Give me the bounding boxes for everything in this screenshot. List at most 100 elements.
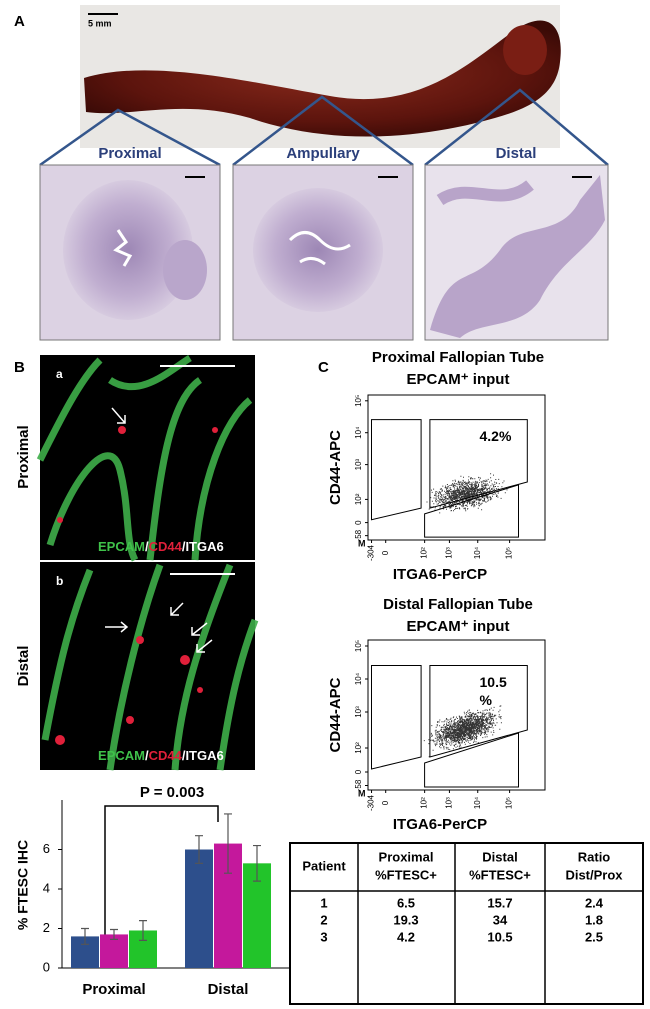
y-tick-label: 2: [43, 920, 50, 935]
plot-title: Proximal Fallopian Tube: [372, 349, 544, 366]
y-axis-label: % FTESC IHC: [15, 840, 31, 930]
plot-title: Distal Fallopian Tube: [383, 596, 533, 613]
bar-chart: P = 0.003 % FTESC IHC 0 2 4 6 Proximal Distal: [15, 784, 290, 998]
histology-images: [39, 164, 609, 341]
y-tick-label: 10³: [354, 458, 363, 470]
y-tick-label: 0: [354, 520, 363, 525]
x-tick-label: 10⁴: [473, 546, 482, 559]
header-cell: Ratio: [578, 849, 611, 864]
x-tick-label: 10³: [445, 547, 454, 559]
panel-label: A: [14, 13, 25, 30]
fluorescence-images: [36, 354, 259, 771]
y-tick-label: 6: [43, 841, 50, 856]
table-cell: 3: [320, 929, 327, 944]
x-tick-label: 10³: [445, 797, 454, 809]
x-tick-label: -304: [367, 544, 376, 561]
error-bar: [253, 844, 261, 882]
stain-part: /: [145, 539, 149, 554]
bar: [185, 849, 213, 968]
y-tick-label: 10³: [354, 706, 363, 718]
stain-part: /: [145, 748, 149, 763]
table-cell: 15.7: [487, 895, 512, 910]
y-tick-label: 10²: [354, 493, 363, 505]
x-tick-label: 10⁵: [505, 547, 514, 559]
error-bar: [81, 927, 89, 945]
error-bar: [139, 920, 147, 941]
header-cell: %FTESC+: [469, 867, 531, 882]
table-cell: 1.8: [585, 912, 603, 927]
header-cell: Dist/Prox: [565, 867, 623, 882]
error-bar: [110, 928, 118, 940]
gate: [371, 419, 422, 521]
table-cell: 10.5: [487, 929, 512, 944]
y-tick-label: 10⁵: [354, 395, 363, 407]
table-cell: 1: [320, 895, 327, 910]
y-tick-label: -58: [354, 779, 363, 791]
error-bar: [195, 835, 203, 864]
stain-label: EPCAM/CD44/ITGA6: [98, 748, 224, 763]
table-cell: 34: [493, 912, 508, 927]
x-tick-label: 0: [381, 800, 390, 805]
stain-label: EPCAM/CD44/ITGA6: [98, 539, 224, 554]
table-cell: 2.4: [585, 895, 604, 910]
header-cell: Proximal: [379, 849, 434, 864]
corner-label: M: [358, 538, 366, 548]
gate: [371, 665, 422, 770]
gate: [424, 732, 519, 788]
header-cell: %FTESC+: [375, 867, 437, 882]
x-axis-label: ITGA6-PerCP: [393, 566, 487, 583]
panel-label: B: [14, 359, 25, 376]
panel-label: C: [318, 359, 329, 376]
y-tick-label: 4: [43, 880, 50, 895]
stain-part: /ITGA6: [182, 539, 224, 554]
stain-part: EPCAM: [98, 748, 145, 763]
y-tick-label: 10⁵: [354, 640, 363, 652]
image-letter: b: [56, 574, 63, 588]
row-label: Proximal: [15, 425, 32, 488]
bar: [100, 934, 128, 968]
section-label: Proximal: [98, 145, 161, 162]
x-tick-label: 10²: [420, 797, 429, 809]
stain-part: CD44: [149, 539, 183, 554]
gate: [429, 419, 528, 509]
header-cell: Patient: [302, 858, 346, 873]
significance-bracket: [104, 805, 219, 935]
table-cell: 6.5: [397, 895, 415, 910]
table-cell: 4.2: [397, 929, 415, 944]
gate: [424, 484, 519, 538]
y-tick-label: 10⁴: [354, 672, 363, 685]
stain-part: EPCAM: [98, 539, 145, 554]
y-tick-label: -58: [354, 529, 363, 541]
gate: [429, 665, 528, 758]
x-tick-label: -304: [367, 794, 376, 811]
error-bar: [224, 813, 232, 874]
header-cell: Distal: [482, 849, 517, 864]
y-tick-label: 10⁴: [354, 426, 363, 439]
stain-part: CD44: [149, 748, 183, 763]
table-cell: 2.5: [585, 929, 603, 944]
y-tick-label: 0: [354, 769, 363, 774]
event-density: [423, 705, 502, 758]
gate-label: 10.5: [480, 674, 507, 690]
section-label: Distal: [496, 145, 537, 162]
plot-title: EPCAM⁺ input: [407, 371, 510, 388]
x-tick-label: 0: [381, 550, 390, 555]
y-tick-label: 0: [43, 959, 50, 974]
x-axis-label: ITGA6-PerCP: [393, 816, 487, 833]
gate-label: %: [480, 692, 493, 708]
x-tick-label: 10⁴: [473, 796, 482, 809]
zoom-lines: [39, 88, 609, 167]
gate-label: 4.2%: [480, 428, 512, 444]
x-tick-label: 10²: [420, 547, 429, 559]
y-axis-label: CD44-APC: [327, 430, 344, 505]
row-label: Distal: [15, 646, 32, 687]
plot-title: EPCAM⁺ input: [407, 618, 510, 635]
y-tick-label: 10²: [354, 742, 363, 754]
stain-part: /ITGA6: [182, 748, 224, 763]
x-tick-label: 10⁵: [505, 797, 514, 809]
image-letter: a: [56, 367, 63, 381]
table-cell: 19.3: [393, 912, 418, 927]
flow-plots: Proximal Fallopian Tube EPCAM⁺ input 4.2% 1…: [327, 349, 546, 833]
corner-label: M: [358, 788, 366, 798]
y-axis-label: CD44-APC: [327, 677, 344, 752]
